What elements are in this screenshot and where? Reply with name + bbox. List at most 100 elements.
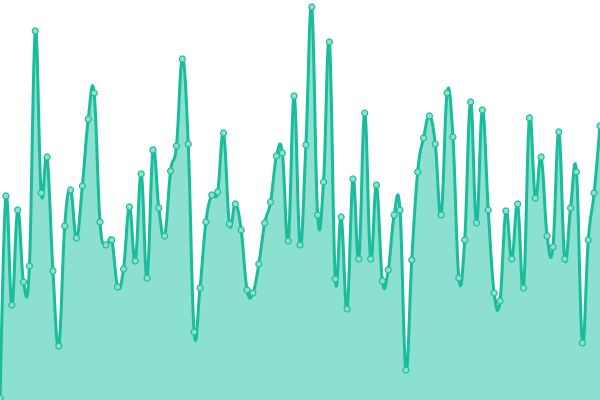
data-point: [384, 266, 392, 274]
data-point: [472, 219, 481, 227]
data-point: [290, 92, 298, 100]
data-point: [319, 178, 328, 186]
data-point: [466, 98, 475, 106]
data-point: [249, 289, 257, 297]
data-point: [478, 106, 486, 114]
data-point: [549, 243, 557, 251]
data-point: [49, 267, 57, 275]
data-point: [55, 342, 63, 350]
data-point: [96, 218, 104, 226]
data-point: [308, 3, 316, 11]
data-point: [519, 284, 528, 292]
data-point: [561, 255, 569, 263]
data-point: [255, 260, 263, 268]
data-point: [2, 192, 10, 200]
data-point: [502, 207, 510, 215]
data-point: [361, 109, 369, 117]
data-point: [372, 181, 381, 189]
data-point: [190, 328, 198, 336]
data-point: [137, 170, 145, 178]
data-point: [0, 394, 4, 400]
data-point: [572, 168, 581, 176]
data-point: [484, 206, 492, 214]
data-point: [578, 339, 586, 347]
data-point: [108, 236, 116, 244]
data-point: [514, 200, 522, 208]
data-point: [161, 232, 169, 240]
data-point: [431, 140, 439, 148]
data-point: [396, 206, 404, 214]
data-point: [196, 284, 204, 292]
data-point: [19, 278, 28, 286]
data-point: [261, 219, 269, 227]
data-point: [225, 220, 234, 228]
data-point: [125, 203, 134, 211]
data-point: [314, 211, 322, 219]
data-point: [78, 182, 86, 190]
area-fill: [0, 5, 600, 400]
data-point: [449, 133, 457, 141]
data-point: [102, 241, 110, 249]
data-point: [355, 255, 363, 263]
data-point: [596, 122, 600, 130]
data-point: [202, 218, 210, 226]
data-point: [114, 283, 122, 291]
data-point: [455, 274, 463, 282]
data-points: [0, 3, 600, 400]
data-point: [555, 128, 563, 136]
data-point: [437, 211, 445, 219]
data-point: [525, 114, 534, 122]
data-point: [461, 236, 469, 244]
data-point: [402, 366, 410, 374]
data-point: [496, 297, 504, 305]
data-point: [131, 257, 139, 265]
data-point: [443, 89, 451, 97]
data-point: [490, 289, 498, 297]
data-point: [61, 222, 69, 230]
data-point: [155, 204, 163, 212]
data-point: [72, 234, 81, 242]
data-point: [325, 38, 334, 46]
data-point: [43, 153, 51, 161]
data-point: [119, 265, 128, 273]
data-point: [90, 89, 98, 97]
data-point: [8, 301, 16, 309]
data-point: [343, 305, 351, 313]
data-point: [302, 141, 310, 149]
data-point: [349, 175, 357, 183]
data-point: [284, 237, 292, 245]
data-point: [266, 198, 275, 206]
data-point: [237, 226, 245, 234]
data-point: [419, 134, 428, 142]
data-point: [66, 186, 75, 194]
data-point: [172, 142, 181, 150]
data-point: [272, 152, 281, 160]
data-point: [184, 140, 192, 148]
data-point: [37, 189, 45, 197]
data-point: [337, 213, 345, 221]
data-point: [25, 262, 34, 270]
data-point: [31, 27, 39, 35]
data-point: [331, 275, 339, 283]
data-point: [214, 188, 222, 196]
data-point: [408, 256, 416, 264]
data-point: [243, 286, 251, 294]
data-point: [219, 129, 228, 137]
data-point: [296, 241, 304, 249]
data-point: [390, 211, 398, 219]
data-point: [14, 206, 22, 214]
data-point: [414, 168, 422, 176]
data-point: [208, 191, 216, 199]
data-point: [143, 274, 151, 282]
data-point: [166, 167, 175, 175]
data-point: [531, 194, 539, 202]
data-point: [566, 204, 575, 212]
data-point: [508, 255, 516, 263]
data-point: [584, 236, 592, 244]
data-point: [537, 153, 545, 161]
data-point: [278, 149, 286, 157]
data-point: [149, 146, 157, 154]
data-point: [590, 189, 598, 197]
data-point: [84, 115, 92, 123]
